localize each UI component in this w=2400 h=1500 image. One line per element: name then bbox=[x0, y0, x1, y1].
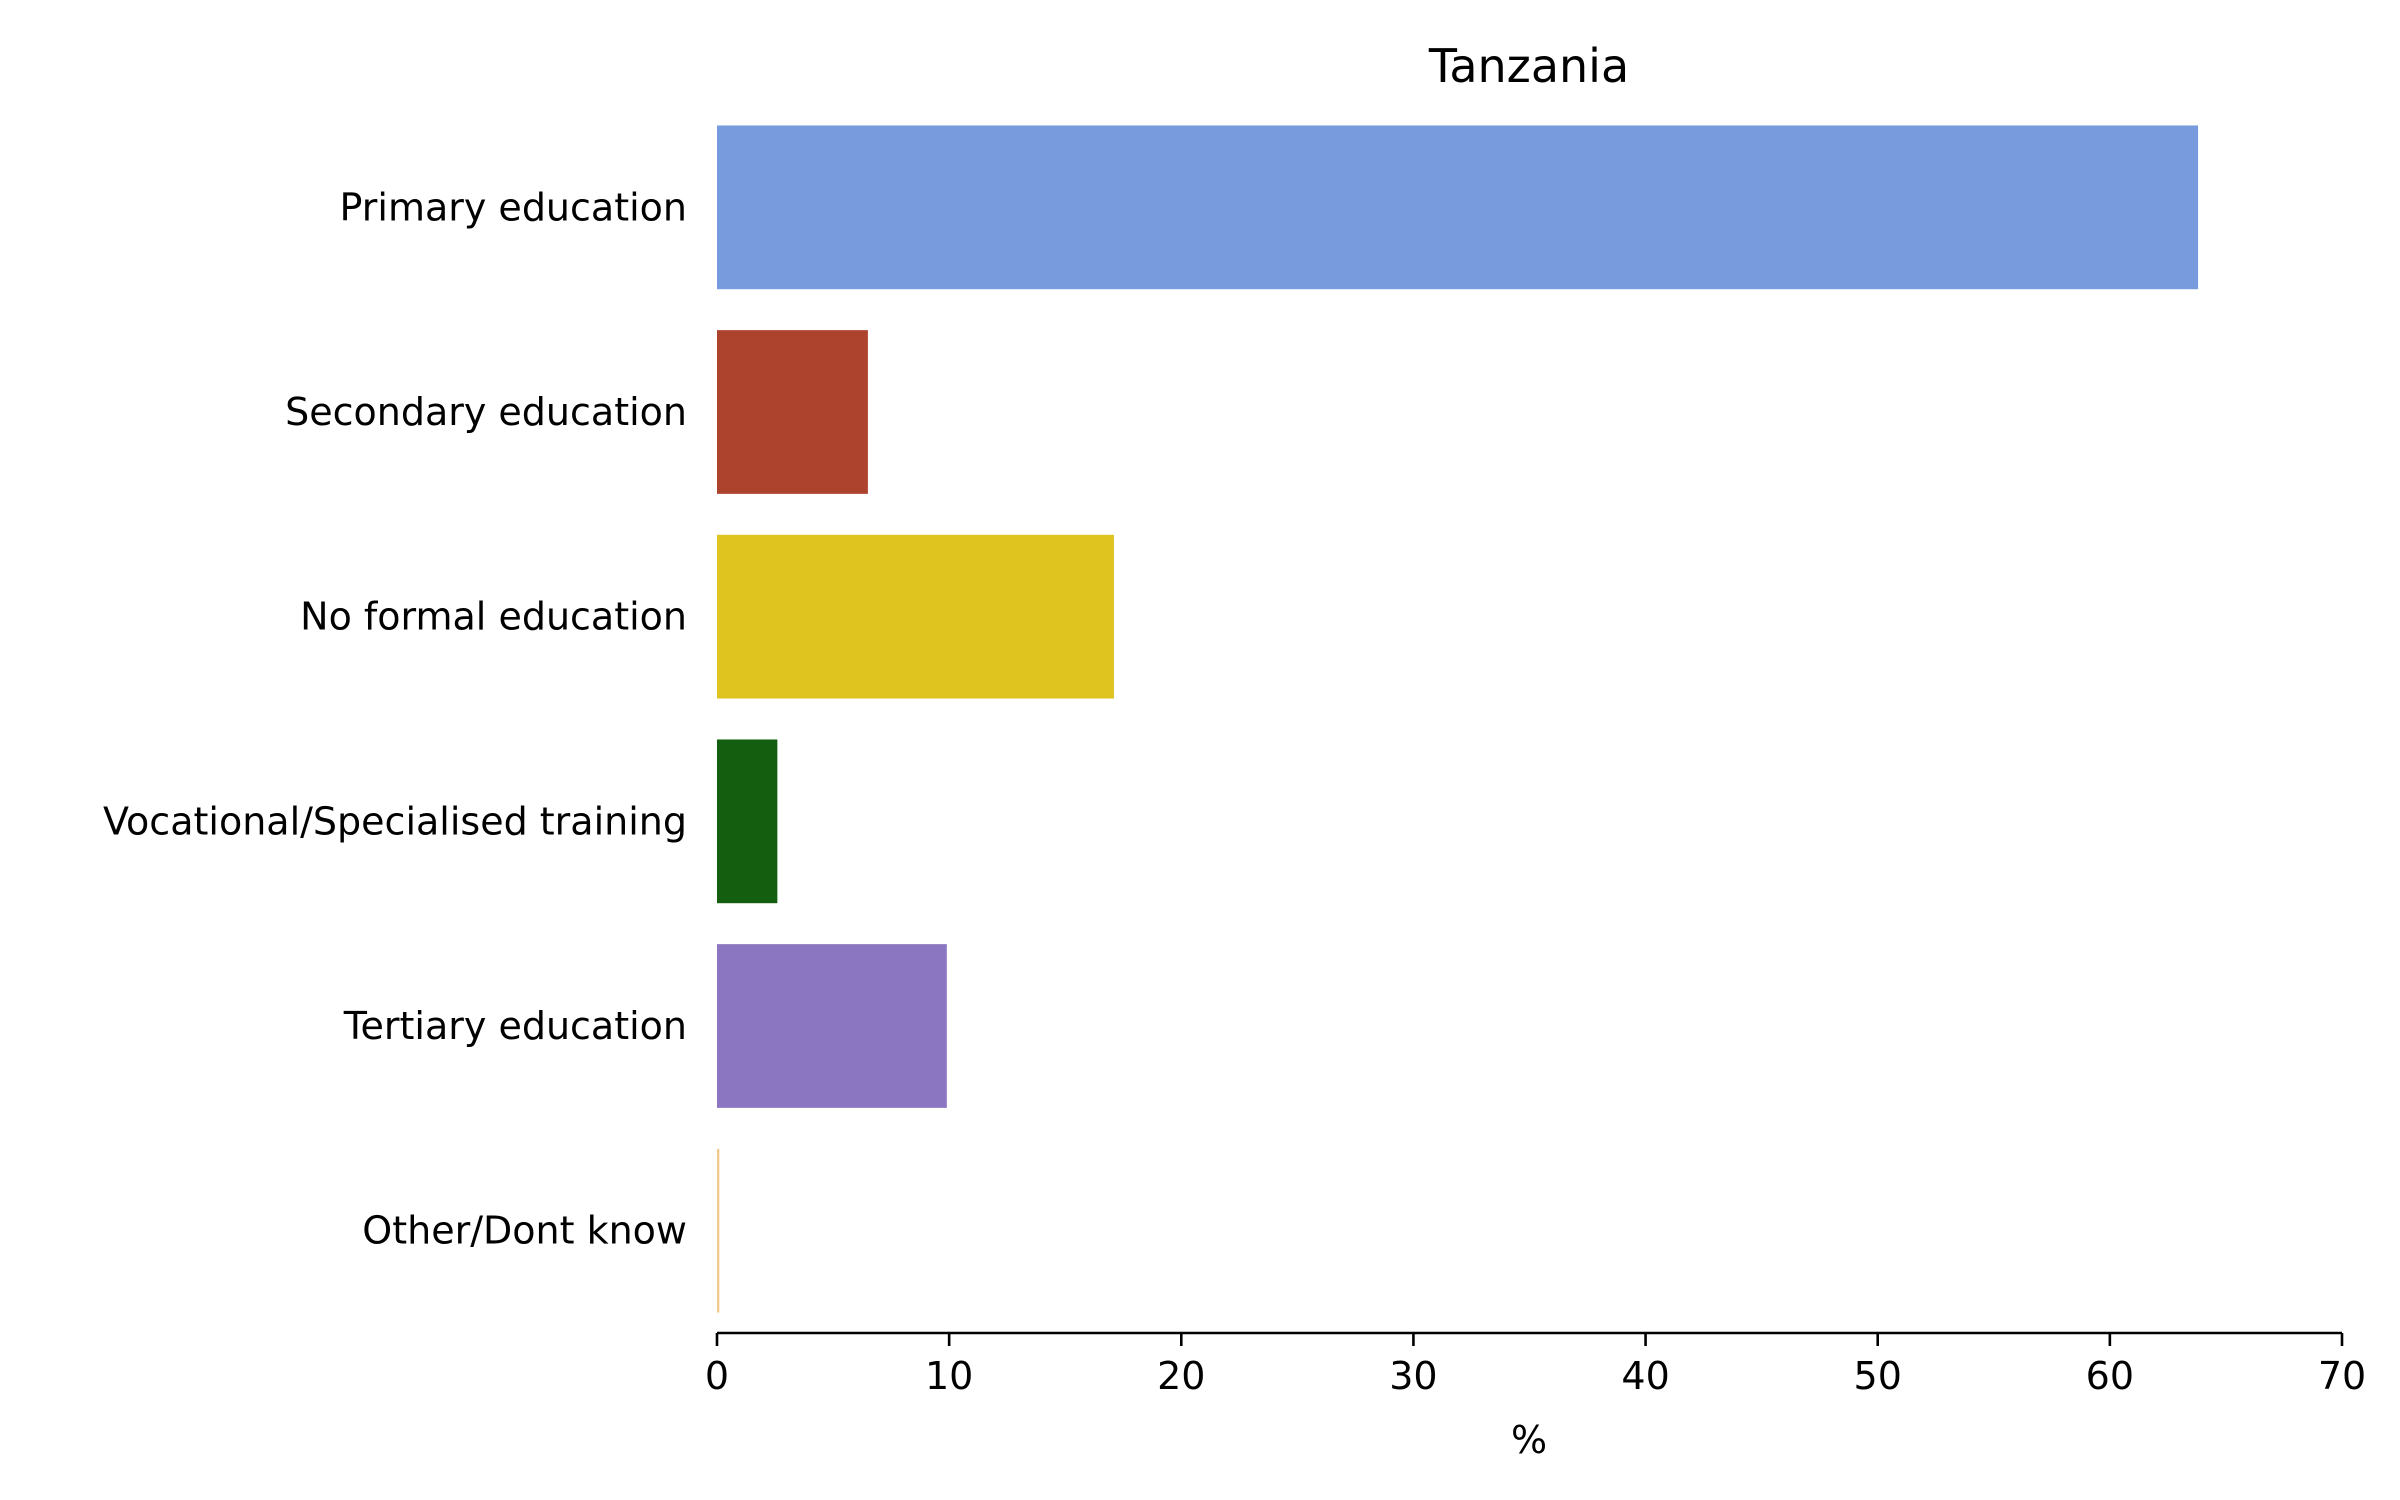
x-tick-label-2: 20 bbox=[1157, 1354, 1205, 1398]
chart-title: Tanzania bbox=[1428, 39, 1629, 93]
x-axis-ticks: 0 10 20 30 40 50 60 70 bbox=[705, 1333, 2366, 1398]
x-tick-label-0: 0 bbox=[705, 1354, 729, 1398]
category-label-3: Vocational/Specialised training bbox=[103, 799, 687, 843]
x-tick-label-4: 40 bbox=[1621, 1354, 1669, 1398]
category-label-1: Secondary education bbox=[285, 390, 687, 434]
bar-2 bbox=[717, 534, 1114, 699]
bar-4 bbox=[717, 944, 947, 1108]
bar-5 bbox=[717, 1148, 720, 1313]
x-tick-label-7: 70 bbox=[2318, 1354, 2366, 1398]
x-tick-label-1: 10 bbox=[925, 1354, 973, 1398]
bars-group bbox=[717, 125, 2199, 1313]
x-tick-label-6: 60 bbox=[2086, 1354, 2134, 1398]
bar-0 bbox=[717, 125, 2199, 290]
x-axis-label: % bbox=[1511, 1418, 1547, 1462]
category-label-4: Tertiary education bbox=[343, 1004, 687, 1048]
category-label-2: No formal education bbox=[300, 595, 687, 639]
category-label-5: Other/Dont know bbox=[362, 1209, 687, 1253]
bar-1 bbox=[717, 330, 868, 494]
x-tick-label-5: 50 bbox=[1854, 1354, 1902, 1398]
bar-3 bbox=[717, 739, 778, 904]
x-tick-label-3: 30 bbox=[1389, 1354, 1437, 1398]
category-label-0: Primary education bbox=[340, 185, 687, 229]
category-labels: Primary education Secondary education No f… bbox=[103, 185, 687, 1252]
